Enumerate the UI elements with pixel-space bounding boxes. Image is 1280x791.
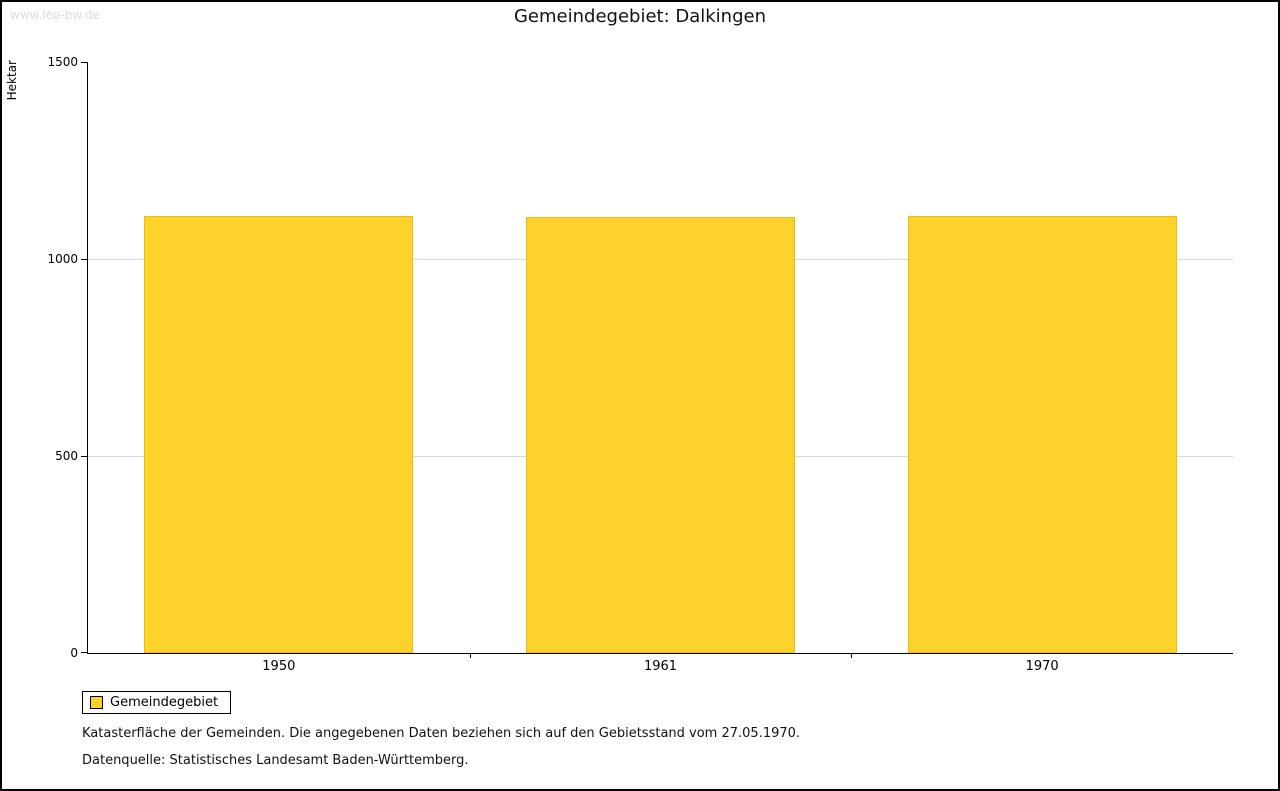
bar <box>144 215 414 653</box>
watermark: www.leo-bw.de <box>10 8 100 22</box>
x-tick-mark <box>469 653 471 658</box>
y-tick-mark <box>81 62 87 63</box>
legend-swatch <box>90 696 103 709</box>
y-tick-label: 1000 <box>47 252 78 266</box>
y-tick-mark <box>81 259 87 260</box>
legend: Gemeindegebiet <box>82 691 232 714</box>
y-axis-label: Hektar <box>5 60 19 101</box>
y-tick-label: 1500 <box>47 55 78 69</box>
plot-area: 0 500 1000 1500 1950 1961 1970 <box>47 55 1233 674</box>
y-tick-mark <box>81 456 87 457</box>
x-tick-mark <box>851 653 853 658</box>
y-tick-label: 0 <box>70 646 78 660</box>
bar <box>525 217 796 653</box>
footnote-kataster: Katasterfläche der Gemeinden. Die angege… <box>82 726 801 741</box>
legend-label: Gemeindegebiet <box>110 695 219 710</box>
x-tick-label: 1961 <box>643 659 678 674</box>
chart-title: Gemeindegebiet: Dalkingen <box>513 6 767 27</box>
footnote-source: Datenquelle: Statistisches Landesamt Bad… <box>82 753 469 768</box>
x-tick-label: 1970 <box>1025 659 1059 674</box>
x-tick-label: 1950 <box>262 659 296 674</box>
bar <box>907 215 1177 653</box>
y-tick-mark <box>81 652 87 653</box>
y-tick-label: 500 <box>55 449 78 463</box>
